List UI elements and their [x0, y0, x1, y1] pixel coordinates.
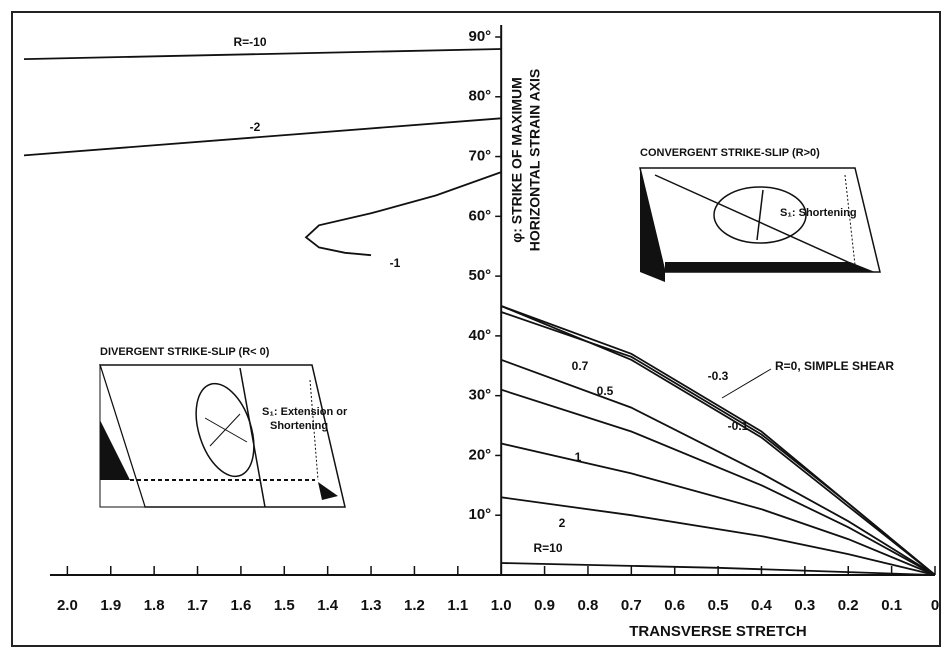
curve-label: R=-10 — [233, 35, 266, 49]
y-tick-label: 40° — [469, 327, 492, 344]
curve-label: R=0, SIMPLE SHEAR — [775, 359, 894, 373]
x-tick-label: 0.8 — [578, 597, 599, 614]
inset-label: Shortening — [270, 420, 328, 432]
y-tick-label: 10° — [469, 506, 492, 523]
curve-label: 1 — [575, 450, 582, 464]
x-tick-label: 0.9 — [534, 597, 555, 614]
x-tick-label: 0.4 — [751, 597, 773, 614]
inset-face — [665, 262, 875, 272]
x-tick-label: 0.7 — [621, 597, 642, 614]
y-tick-label: 20° — [469, 446, 492, 463]
y-tick-label: 70° — [469, 148, 492, 165]
y-axis-label: HORIZONTAL STRAIN AXIS — [527, 69, 543, 252]
curve-label: -0.3 — [708, 369, 729, 383]
y-tick-label: 30° — [469, 387, 492, 404]
x-tick-label: 1.9 — [100, 597, 121, 614]
x-tick-label: 1.8 — [144, 597, 165, 614]
x-tick-label: 2.0 — [57, 597, 78, 614]
divergent-inset: DIVERGENT STRIKE-SLIP (R< 0) S₁: Extensi… — [100, 346, 348, 507]
inset-label: S₁: Shortening — [780, 207, 857, 219]
x-tick-label: 0 — [931, 597, 939, 614]
figure: TRANSVERSE STRETCH φ: STRIKE OF MAXIMUM … — [0, 0, 946, 651]
x-tick-label: 1.5 — [274, 597, 295, 614]
x-tick-label: 1.1 — [447, 597, 468, 614]
x-tick-label: 1.6 — [230, 597, 251, 614]
curve-label: 0.5 — [597, 384, 614, 398]
x-tick-label: 1.2 — [404, 597, 425, 614]
curve-label: -2 — [250, 120, 261, 134]
y-tick-label: 90° — [469, 28, 492, 45]
y-axis-label: φ: STRIKE OF MAXIMUM — [509, 77, 525, 243]
x-tick-label: 0.6 — [664, 597, 685, 614]
curve-label: -1 — [390, 256, 401, 270]
y-tick-label: 80° — [469, 88, 492, 105]
inset-title: CONVERGENT STRIKE-SLIP (R>0) — [640, 147, 820, 159]
curve-label: -0.1 — [728, 419, 749, 433]
curve-label: R=10 — [533, 541, 562, 555]
x-tick-label: 0.2 — [838, 597, 859, 614]
curve-label: 2 — [559, 516, 566, 530]
inset-title: DIVERGENT STRIKE-SLIP (R< 0) — [100, 346, 270, 358]
x-tick-label: 1.0 — [491, 597, 512, 614]
curve-label: 0.7 — [572, 359, 589, 373]
y-tick-label: 50° — [469, 267, 492, 284]
y-tick-label: 60° — [469, 207, 492, 224]
x-tick-label: 0.5 — [708, 597, 729, 614]
x-tick-label: 1.7 — [187, 597, 208, 614]
x-tick-label: 1.3 — [361, 597, 382, 614]
x-tick-label: 0.3 — [794, 597, 815, 614]
x-axis-label: TRANSVERSE STRETCH — [629, 623, 807, 640]
inset-label: S₁: Extension or — [262, 406, 348, 418]
x-tick-label: 0.1 — [881, 597, 902, 614]
x-tick-label: 1.4 — [317, 597, 339, 614]
